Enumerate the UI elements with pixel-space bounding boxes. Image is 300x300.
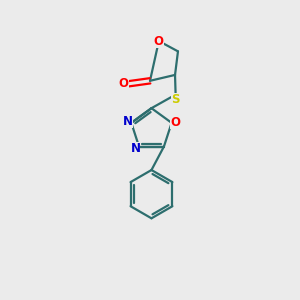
Text: O: O (154, 34, 164, 48)
Text: N: N (123, 115, 133, 128)
Text: O: O (118, 77, 128, 90)
Text: S: S (171, 93, 180, 106)
Text: O: O (170, 116, 180, 129)
Text: N: N (130, 142, 140, 154)
